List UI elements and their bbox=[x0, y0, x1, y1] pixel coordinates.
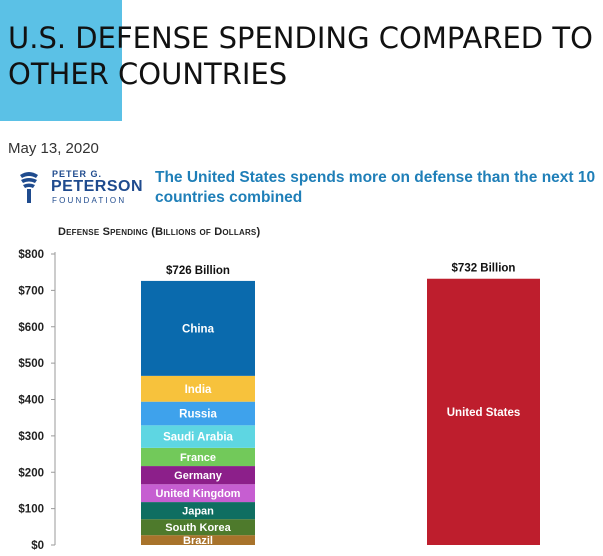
bar-segment bbox=[141, 519, 255, 536]
bar-segment bbox=[141, 447, 255, 467]
logo-line-3: FOUNDATION bbox=[52, 196, 127, 205]
bar-segment bbox=[141, 502, 255, 520]
segment-label: Germany bbox=[174, 470, 223, 482]
y-tick-label: $800 bbox=[18, 249, 44, 261]
bar-total-label: $732 Billion bbox=[452, 263, 516, 275]
bar-segment bbox=[141, 401, 255, 426]
y-tick-label: $500 bbox=[18, 358, 44, 370]
segment-label: China bbox=[182, 323, 215, 335]
torch-icon bbox=[20, 172, 38, 203]
bar-segment bbox=[141, 535, 255, 545]
y-tick-label: $600 bbox=[18, 322, 44, 334]
y-tick-label: $100 bbox=[18, 504, 44, 516]
segment-label: South Korea bbox=[165, 522, 231, 534]
y-tick-label: $300 bbox=[18, 431, 44, 443]
bar-segment bbox=[141, 466, 255, 485]
page-title: U.S. DEFENSE SPENDING COMPARED TO OTHER … bbox=[8, 21, 593, 91]
y-axis-title: Defense Spending (Billions of Dollars) bbox=[58, 226, 261, 238]
logo-line-1: PETER G. bbox=[52, 169, 103, 179]
segment-label: Saudi Arabia bbox=[163, 432, 233, 444]
segment-label: France bbox=[180, 452, 216, 464]
segment-label: United Kingdom bbox=[156, 488, 241, 500]
bar-segment bbox=[141, 375, 255, 402]
y-tick-label: $700 bbox=[18, 285, 44, 297]
segment-label: Brazil bbox=[183, 535, 213, 547]
bar-segment bbox=[141, 484, 255, 503]
publish-date: May 13, 2020 bbox=[8, 140, 99, 157]
headline-accent-block bbox=[0, 0, 122, 121]
bar-segment bbox=[141, 280, 255, 376]
chart-subtitle: The United States spends more on defense… bbox=[155, 169, 596, 206]
segment-label: Russia bbox=[179, 409, 217, 421]
y-tick-label: $400 bbox=[18, 395, 44, 407]
y-tick-label: $0 bbox=[31, 540, 44, 552]
segment-label: India bbox=[185, 384, 212, 396]
peterson-foundation-logo: PETER G. PETERSON FOUNDATION bbox=[18, 167, 144, 207]
logo-line-2: PETERSON bbox=[51, 178, 144, 195]
bar-segment bbox=[141, 425, 255, 448]
segment-label: United States bbox=[447, 407, 521, 419]
bar-total-label: $726 Billion bbox=[166, 265, 230, 277]
y-tick-label: $200 bbox=[18, 467, 44, 479]
segment-label: Japan bbox=[182, 506, 214, 518]
bar-segment bbox=[427, 278, 540, 545]
